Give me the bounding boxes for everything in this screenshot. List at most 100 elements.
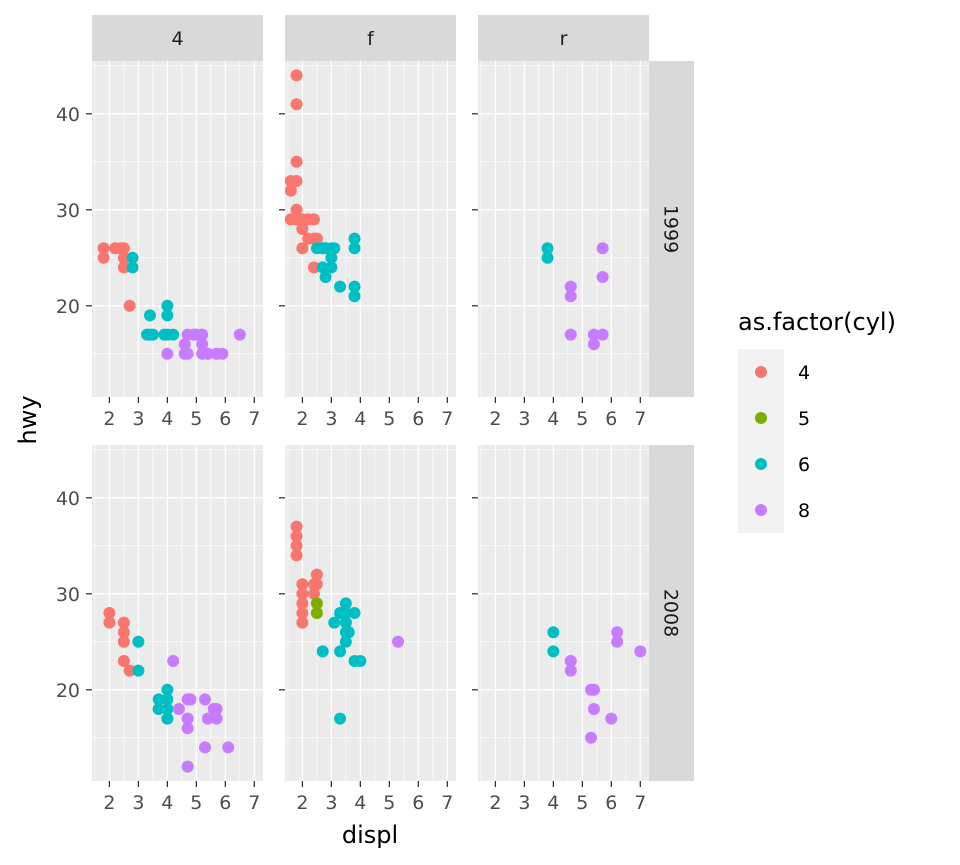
x-tick-label: 5 <box>383 408 395 430</box>
x-tick-label: 2 <box>489 792 501 814</box>
data-point <box>339 597 352 610</box>
data-point <box>564 664 577 677</box>
data-point <box>161 347 174 360</box>
data-point <box>184 693 197 706</box>
data-point <box>233 328 246 341</box>
data-point <box>587 683 600 696</box>
row-strip: 2008 <box>649 445 694 781</box>
data-point <box>97 242 110 255</box>
data-point <box>328 616 341 629</box>
column-strip: f <box>285 15 456 61</box>
data-point <box>117 635 130 648</box>
data-point <box>103 616 116 629</box>
data-point <box>587 328 600 341</box>
facet-column-strips: 4 f r <box>92 15 649 61</box>
data-point <box>161 299 174 312</box>
data-point <box>348 232 361 245</box>
data-point <box>201 712 214 725</box>
data-point <box>117 242 130 255</box>
data-point <box>587 703 600 715</box>
data-point <box>325 251 338 264</box>
x-tick-label: 6 <box>219 408 231 430</box>
data-point <box>596 271 609 283</box>
data-point <box>123 299 136 312</box>
x-tick-label: 2 <box>103 792 115 814</box>
data-point <box>152 703 165 715</box>
data-point <box>310 597 323 610</box>
y-tick-label: 40 <box>56 488 80 510</box>
data-point <box>334 280 347 293</box>
x-tick-label: 4 <box>161 408 173 430</box>
x-tick-label: 7 <box>441 792 453 814</box>
data-point <box>290 549 303 562</box>
facet-panel <box>92 61 263 397</box>
data-point <box>296 242 309 255</box>
data-point <box>178 338 191 351</box>
data-point <box>316 261 329 274</box>
data-point <box>334 712 347 725</box>
column-strip-label: r <box>560 28 568 50</box>
data-point <box>196 328 209 341</box>
data-point <box>348 290 361 303</box>
x-tick-label: 3 <box>325 408 337 430</box>
data-point <box>210 712 223 725</box>
data-point <box>296 607 309 619</box>
data-point <box>103 607 116 619</box>
x-tick-label: 6 <box>605 408 617 430</box>
data-point <box>199 693 212 706</box>
data-point <box>201 347 214 360</box>
data-point <box>290 155 303 168</box>
column-strip: 4 <box>92 15 263 61</box>
data-point <box>290 98 303 111</box>
data-point <box>161 693 174 706</box>
x-tick-label: 7 <box>441 408 453 430</box>
facet-panel <box>478 445 649 781</box>
data-point <box>354 655 367 667</box>
x-tick-label: 6 <box>412 792 424 814</box>
data-point <box>325 261 338 274</box>
panel-points-r-2008 <box>547 626 647 744</box>
panel-points-4-1999 <box>97 242 246 360</box>
data-point <box>284 184 297 197</box>
x-tick-label: 2 <box>103 408 115 430</box>
data-point <box>296 587 309 600</box>
data-point <box>339 616 352 629</box>
x-tick-label: 4 <box>354 408 366 430</box>
x-tick-label: 2 <box>489 408 501 430</box>
facet-panel <box>478 61 649 397</box>
data-point <box>319 271 332 283</box>
data-point <box>290 69 303 82</box>
data-point <box>611 635 624 648</box>
data-point <box>290 539 303 552</box>
x-axis-title: displ <box>342 821 398 849</box>
data-point <box>152 693 165 706</box>
x-tick-label: 7 <box>634 792 646 814</box>
x-tick-label: 4 <box>161 792 173 814</box>
data-point <box>126 251 139 264</box>
data-point <box>339 635 352 648</box>
data-point <box>541 242 554 255</box>
data-point <box>611 626 624 639</box>
y-tick-label: 30 <box>56 584 80 606</box>
x-tick-label: 2 <box>296 408 308 430</box>
strip-background <box>649 445 694 781</box>
strip-background <box>92 15 263 61</box>
x-tick-label: 5 <box>576 792 588 814</box>
legend-items: 4 5 6 8 <box>738 349 810 533</box>
panel-background <box>92 61 263 397</box>
x-tick-label: 5 <box>576 408 588 430</box>
legend-item: 8 <box>738 487 810 533</box>
data-point <box>596 328 609 341</box>
data-point <box>564 328 577 341</box>
x-tick-label: 4 <box>547 408 559 430</box>
legend-item: 4 <box>738 349 810 395</box>
data-point <box>296 616 309 629</box>
data-point <box>161 712 174 725</box>
row-strip-label: 1999 <box>660 205 682 253</box>
column-strip-label: f <box>367 28 375 50</box>
x-tick-label: 5 <box>190 792 202 814</box>
data-point <box>585 731 598 744</box>
x-tick-label: 7 <box>248 408 260 430</box>
x-tick-label: 4 <box>354 792 366 814</box>
